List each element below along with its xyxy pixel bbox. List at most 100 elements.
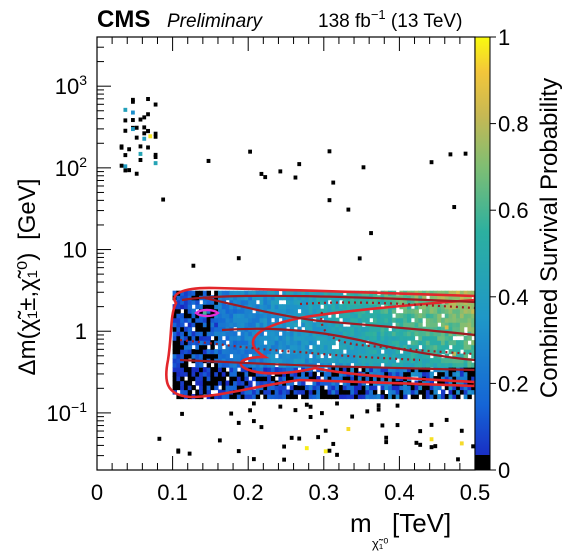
heatmap-cell [449,318,453,323]
x-tick-label: 0.4 [384,480,415,505]
heatmap-cell [305,394,309,399]
heatmap-cell [346,331,350,336]
heatmap-cell [210,376,214,381]
heatmap-cell [418,390,422,395]
heatmap-cell [173,354,177,359]
heatmap-cell [415,394,419,399]
heatmap-cell [418,372,422,377]
heatmap-cell [415,322,419,327]
heatmap-cell [237,376,241,381]
heatmap-cell [282,445,286,449]
heatmap-cell [229,336,233,341]
heatmap-cell [411,313,415,318]
heatmap-cell [286,340,290,345]
heatmap-cell [460,429,464,433]
heatmap-cell [176,304,180,309]
heatmap-cell [305,340,309,345]
heatmap-cell [388,385,392,390]
heatmap-cell [388,340,392,345]
heatmap-cell [260,425,264,429]
heatmap-cell [233,313,237,318]
heatmap-cell [335,385,339,390]
heatmap-cell [214,291,218,296]
heatmap-cell [452,394,456,399]
heatmap-cell [415,385,419,390]
heatmap-cell [365,318,369,323]
heatmap-cell [131,100,135,104]
heatmap-cell [430,358,434,363]
heatmap-cell [241,331,245,336]
heatmap-cell [335,327,339,332]
heatmap-cell [123,129,127,133]
heatmap-cell [312,304,316,309]
heatmap-cell [267,394,271,399]
heatmap-cell [222,322,226,327]
heatmap-cell [290,309,294,314]
heatmap-cell [418,385,422,390]
heatmap-cell [350,358,354,363]
heatmap-cell [214,331,218,336]
heatmap-cell [373,354,377,359]
heatmap-cell [369,385,373,390]
heatmap-cell [297,345,301,350]
heatmap-cell [188,322,192,327]
heatmap-cell [297,354,301,359]
heatmap-cell [214,376,218,381]
heatmap-cell [297,162,301,166]
heatmap-cell [324,390,328,395]
heatmap-cell [418,354,422,359]
heatmap-cell [339,358,343,363]
heatmap-cell [278,367,282,372]
heatmap-cell [331,354,335,359]
heatmap-cell [339,390,343,395]
heatmap-cell [399,372,403,377]
heatmap-cell [218,381,222,386]
heatmap-cell [407,331,411,336]
heatmap-cell [192,300,196,305]
heatmap-cell [422,313,426,318]
heatmap-cell [180,318,184,323]
heatmap-cell [399,336,403,341]
heatmap-cell [226,363,230,368]
heatmap-cell [452,372,456,377]
heatmap-cell [263,358,267,363]
heatmap-cell [282,354,286,359]
heatmap-cell [331,349,335,354]
heatmap-cell [358,304,362,309]
heatmap-cell [282,304,286,309]
heatmap-cell [403,358,407,363]
heatmap-cell [305,372,309,377]
heatmap-cell [335,349,339,354]
heatmap-cell [248,331,252,336]
heatmap-cell [244,313,248,318]
heatmap-cell [252,322,256,327]
heatmap-cell [263,175,267,179]
heatmap-cell [210,345,214,350]
heatmap-cell [248,322,252,327]
heatmap-cell [384,385,388,390]
heatmap-cell [350,394,354,399]
heatmap-cell [123,118,127,122]
heatmap-cell [460,372,464,377]
heatmap-cell [226,331,230,336]
heatmap-cell [256,322,260,327]
heatmap-cell [135,126,139,130]
heatmap-cell [203,327,207,332]
heatmap-cell [218,363,222,368]
heatmap-cell [445,418,449,422]
heatmap-cell [301,336,305,341]
heatmap-cell [290,354,294,359]
heatmap-cell [203,300,207,305]
heatmap-cell [320,327,324,332]
y-axis-title: Δm(χ̃₁±,χ̃₁⁰) [GeV] [14,179,41,376]
heatmap-cell [467,363,471,368]
heatmap-cell [392,372,396,377]
heatmap-cell [354,304,358,309]
heatmap-cell [373,349,377,354]
heatmap-cell [403,336,407,341]
heatmap-cell [199,322,203,327]
heatmap-cell [381,309,385,314]
heatmap-cell [286,300,290,305]
heatmap-cell [233,309,237,314]
heatmap-cell [320,340,324,345]
